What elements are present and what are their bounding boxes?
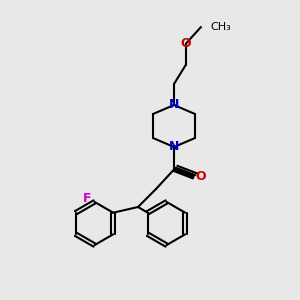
Text: F: F xyxy=(83,192,91,206)
Text: O: O xyxy=(196,170,206,184)
Text: O: O xyxy=(181,37,191,50)
Text: N: N xyxy=(169,140,179,154)
Text: N: N xyxy=(169,98,179,112)
Text: CH₃: CH₃ xyxy=(210,22,231,32)
